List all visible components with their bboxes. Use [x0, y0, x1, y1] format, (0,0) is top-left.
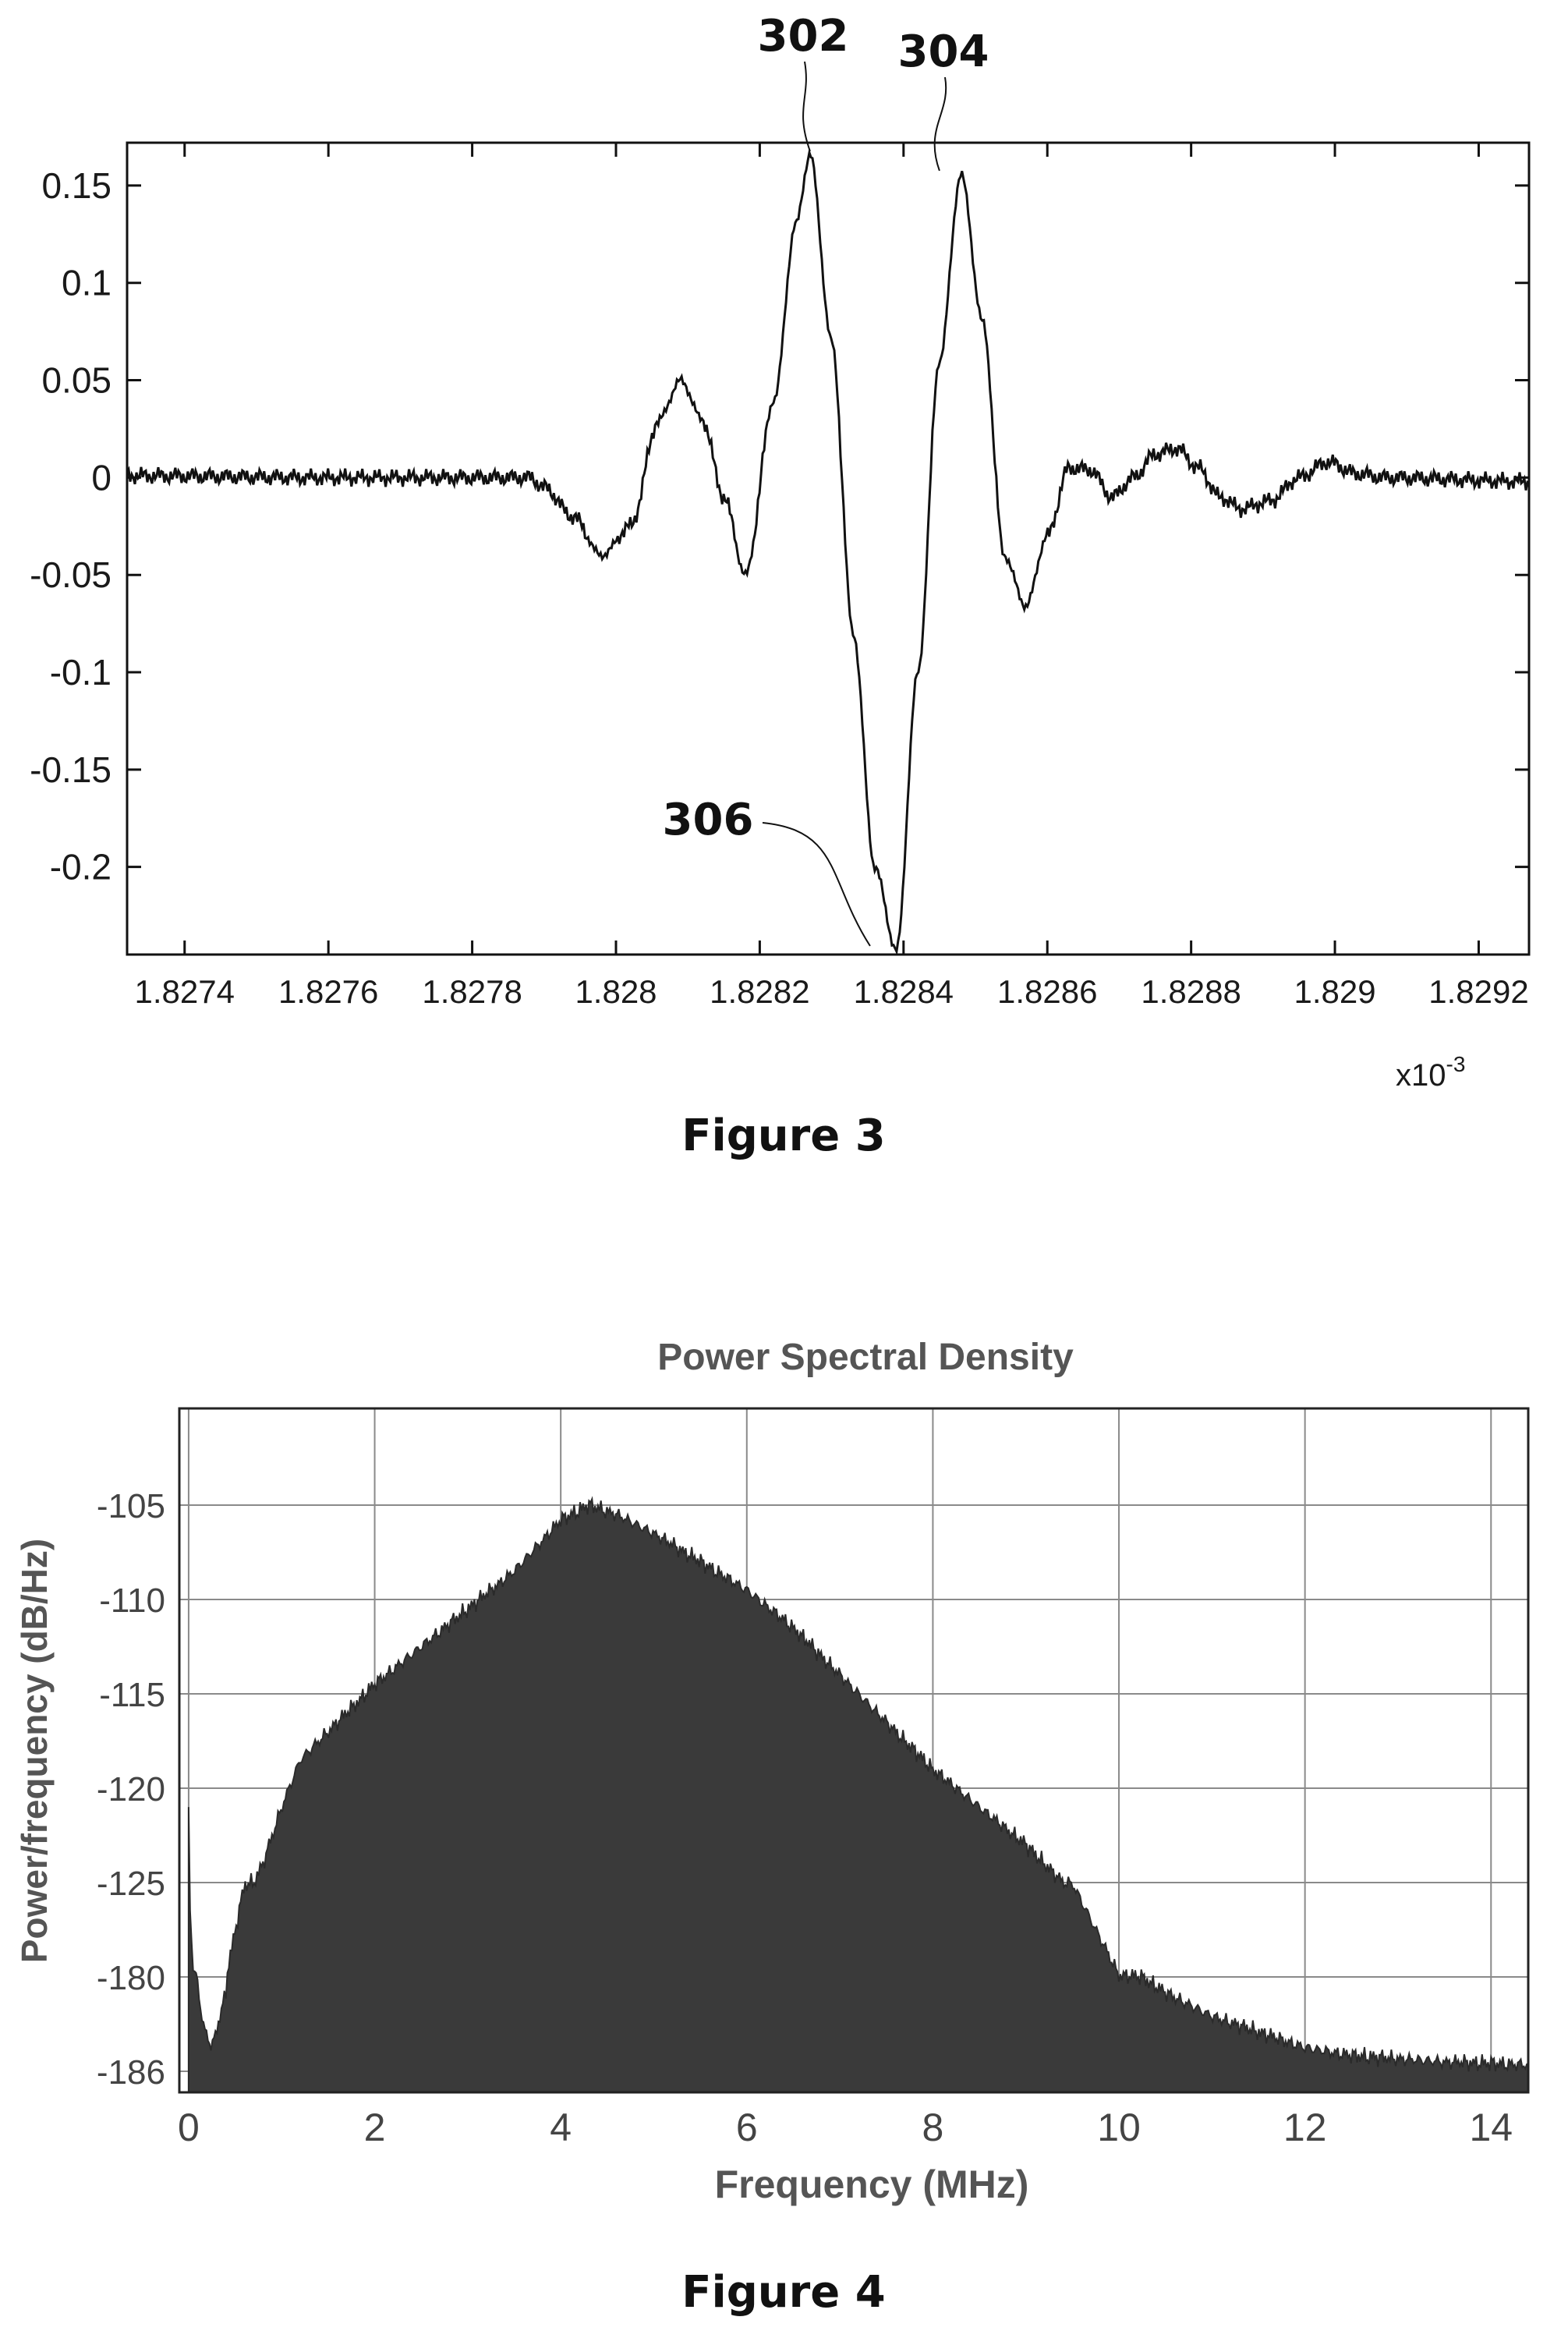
- fig4-y-axis-title: Power/frequency (dB/Hz): [14, 1539, 55, 1963]
- fig3-y-tick-label: -0.1: [50, 652, 111, 693]
- fig3-annotation-leader: [802, 61, 811, 152]
- fig3-annotation-label: 306: [663, 795, 754, 845]
- fig3-annotations: 302 304 306: [663, 11, 989, 947]
- fig4-x-tick-label: 2: [364, 2106, 386, 2149]
- figure-4-chart: Power Spectral Density -105-110-115-120-…: [14, 1337, 1530, 2318]
- fig4-x-tick-label: 6: [736, 2106, 758, 2149]
- fig3-caption: Figure 3: [681, 1111, 885, 1161]
- fig4-psd-area: [187, 1496, 1529, 2093]
- fig3-y-ticks: 0.15 0.1 0.05 0 -0.05 -0.1 -0.15 -0.2: [30, 165, 1529, 887]
- fig3-y-tick-label: 0: [91, 457, 111, 498]
- fig4-y-tick-label: -180: [97, 1959, 165, 1997]
- fig3-x-tick-label: 1.8284: [854, 973, 954, 1010]
- fig4-x-tick-label: 10: [1097, 2106, 1141, 2149]
- fig4-y-tick-label: -110: [99, 1582, 165, 1620]
- fig4-plot-frame: [178, 1407, 1530, 2094]
- figure-3-chart: 0.150.10.050-0.05-0.1-0.15-0.2 1.8274 1.8…: [30, 11, 1531, 1161]
- fig3-x-tick-label: 1.828: [575, 973, 657, 1010]
- fig4-x-ticks: 0 2 4 6 8 10 12 14: [178, 2106, 1513, 2149]
- fig4-chart-title: Power Spectral Density: [657, 1337, 1074, 1378]
- fig3-x-tick-label: 1.829: [1294, 973, 1375, 1010]
- fig4-x-axis-title: Frequency (MHz): [715, 2163, 1029, 2206]
- fig3-x-tick-label: 1.8276: [278, 973, 378, 1010]
- fig3-x-tick-label: 1.8292: [1428, 973, 1528, 1010]
- fig4-x-tick-label: 4: [550, 2106, 572, 2149]
- fig4-y-tick-label: -115: [99, 1676, 165, 1714]
- fig3-y-tick-label: -0.15: [30, 749, 111, 790]
- fig3-y-tick-label: 0.15: [41, 165, 111, 206]
- fig4-y-ticks: -105 -110 -115 -120 -125 -180 -186: [97, 1487, 165, 2092]
- fig4-y-tick-label: -105: [97, 1487, 165, 1525]
- fig3-annotation-leader: [933, 76, 947, 172]
- fig3-x-tick-label: 1.8286: [997, 973, 1097, 1010]
- fig3-annotation-label: 304: [898, 27, 989, 77]
- fig3-annotation-leader: [762, 822, 871, 947]
- fig3-annotation-label: 302: [758, 11, 849, 62]
- fig3-plot-frame: [126, 141, 1531, 956]
- fig3-signal-line: [126, 147, 1530, 956]
- fig4-x-tick-label: 8: [922, 2106, 944, 2149]
- fig4-y-tick-label: -186: [97, 2053, 165, 2092]
- fig3-x-ticks: 1.8274 1.8276 1.8278 1.828 1.8282 1.8284 1.828…: [135, 143, 1529, 1010]
- fig4-caption: Figure 4: [681, 2267, 885, 2318]
- fig3-y-tick-label: 0.1: [62, 263, 111, 303]
- fig4-x-tick-label: 14: [1469, 2106, 1513, 2149]
- fig4-x-tick-label: 0: [178, 2106, 200, 2149]
- fig3-x-exponent: x10-3: [1396, 1052, 1465, 1093]
- fig3-x-tick-label: 1.8278: [422, 973, 522, 1010]
- fig4-y-tick-label: -125: [97, 1865, 165, 1903]
- fig3-y-tick-label: -0.2: [50, 847, 111, 887]
- fig3-x-tick-label: 1.8282: [710, 973, 809, 1010]
- fig3-y-tick-label: -0.05: [30, 554, 111, 595]
- fig4-x-tick-label: 12: [1283, 2106, 1327, 2149]
- fig4-y-tick-label: -120: [97, 1770, 165, 1808]
- fig3-x-tick-label: 1.8288: [1141, 973, 1241, 1010]
- fig3-x-tick-label: 1.8274: [135, 973, 235, 1010]
- fig3-y-tick-label: 0.05: [41, 360, 111, 401]
